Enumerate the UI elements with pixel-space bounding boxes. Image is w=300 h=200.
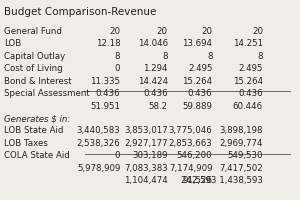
Text: 91,526: 91,526 [182, 176, 212, 185]
Text: Generates $ in:: Generates $ in: [4, 114, 70, 123]
Text: 58.2: 58.2 [149, 102, 168, 111]
Text: 242,593 1,438,593: 242,593 1,438,593 [181, 176, 263, 185]
Text: 0.436: 0.436 [96, 89, 120, 98]
Text: 7,083,383: 7,083,383 [124, 164, 168, 173]
Text: General Fund: General Fund [4, 27, 62, 36]
Text: 20: 20 [201, 27, 212, 36]
Text: 2,969,774: 2,969,774 [219, 139, 263, 148]
Text: 0: 0 [115, 64, 120, 73]
Text: 2.495: 2.495 [188, 64, 212, 73]
Text: 14.046: 14.046 [138, 39, 168, 48]
Text: 2,853,663: 2,853,663 [169, 139, 212, 148]
Text: 3,775,046: 3,775,046 [169, 126, 212, 135]
Text: 2.495: 2.495 [238, 64, 263, 73]
Text: 3,898,198: 3,898,198 [219, 126, 263, 135]
Text: 15.264: 15.264 [233, 77, 263, 86]
Text: 546,200: 546,200 [177, 151, 212, 160]
Text: 12.18: 12.18 [96, 39, 120, 48]
Text: 13.694: 13.694 [182, 39, 212, 48]
Text: 0: 0 [115, 151, 120, 160]
Text: Bond & Interest: Bond & Interest [4, 77, 72, 86]
Text: 1.294: 1.294 [143, 64, 168, 73]
Text: 11.335: 11.335 [90, 77, 120, 86]
Text: 60.446: 60.446 [233, 102, 263, 111]
Text: 549,530: 549,530 [227, 151, 263, 160]
Text: 7,417,502: 7,417,502 [219, 164, 263, 173]
Text: 7,174,909: 7,174,909 [169, 164, 212, 173]
Text: 0.436: 0.436 [143, 89, 168, 98]
Text: 2,538,326: 2,538,326 [76, 139, 120, 148]
Text: LOB State Aid: LOB State Aid [4, 126, 64, 135]
Text: 15.264: 15.264 [182, 77, 212, 86]
Text: LOB Taxes: LOB Taxes [4, 139, 48, 148]
Text: Special Assessment: Special Assessment [4, 89, 90, 98]
Text: 3,440,583: 3,440,583 [76, 126, 120, 135]
Text: 8: 8 [257, 52, 263, 61]
Text: 14.424: 14.424 [138, 77, 168, 86]
Text: 0.436: 0.436 [238, 89, 263, 98]
Text: Budget Comparison-Revenue: Budget Comparison-Revenue [4, 7, 157, 17]
Text: 8: 8 [162, 52, 168, 61]
Text: 51.951: 51.951 [90, 102, 120, 111]
Text: COLA State Aid: COLA State Aid [4, 151, 70, 160]
Text: 1,104,474: 1,104,474 [124, 176, 168, 185]
Text: 3,853,017: 3,853,017 [124, 126, 168, 135]
Text: 59.889: 59.889 [182, 102, 212, 111]
Text: 0.436: 0.436 [188, 89, 212, 98]
Text: Capital Outlay: Capital Outlay [4, 52, 66, 61]
Text: 20: 20 [109, 27, 120, 36]
Text: 8: 8 [115, 52, 120, 61]
Text: 20: 20 [252, 27, 263, 36]
Text: 303,189: 303,189 [132, 151, 168, 160]
Text: Cost of Living: Cost of Living [4, 64, 63, 73]
Text: 2,927,177: 2,927,177 [124, 139, 168, 148]
Text: 14.251: 14.251 [233, 39, 263, 48]
Text: LOB: LOB [4, 39, 22, 48]
Text: 5,978,909: 5,978,909 [77, 164, 120, 173]
Text: 20: 20 [157, 27, 168, 36]
Text: 8: 8 [207, 52, 212, 61]
